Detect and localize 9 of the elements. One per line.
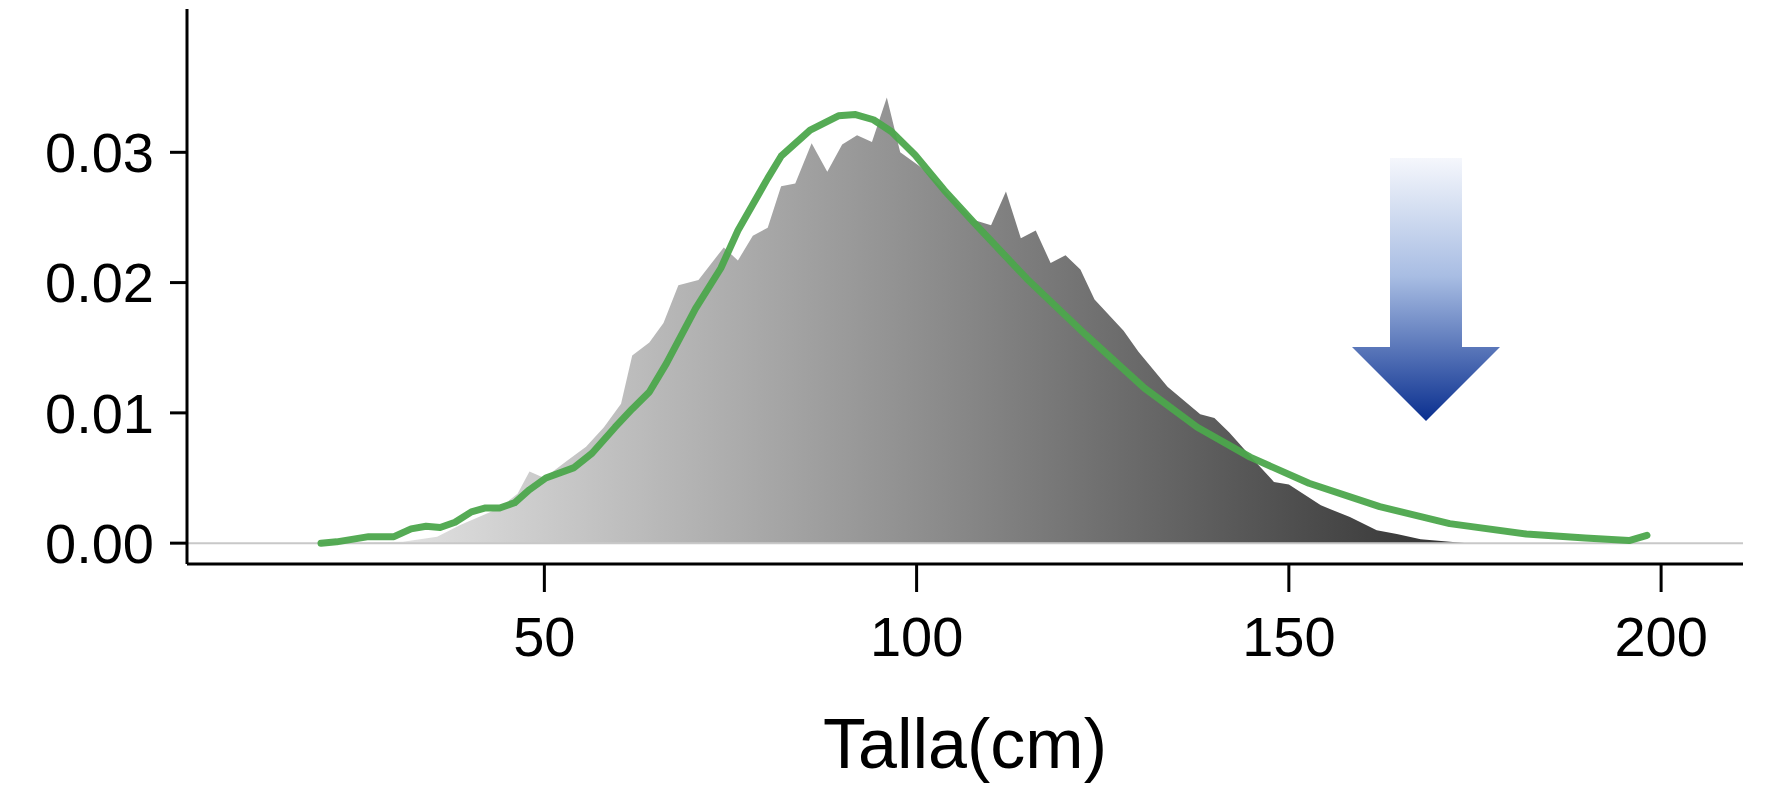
x-tick-label: 100 (869, 604, 964, 668)
y-tick-label: 0.00 (45, 512, 154, 576)
x-tick-label: 50 (513, 604, 576, 668)
x-tick-label: 200 (1614, 604, 1708, 668)
x-axis-title: Talla(cm) (823, 705, 1107, 783)
y-tick-label: 0.03 (45, 121, 154, 185)
y-tick-label: 0.01 (45, 381, 154, 445)
x-tick-label: 150 (1242, 604, 1336, 668)
y-tick-label: 0.02 (45, 251, 154, 315)
